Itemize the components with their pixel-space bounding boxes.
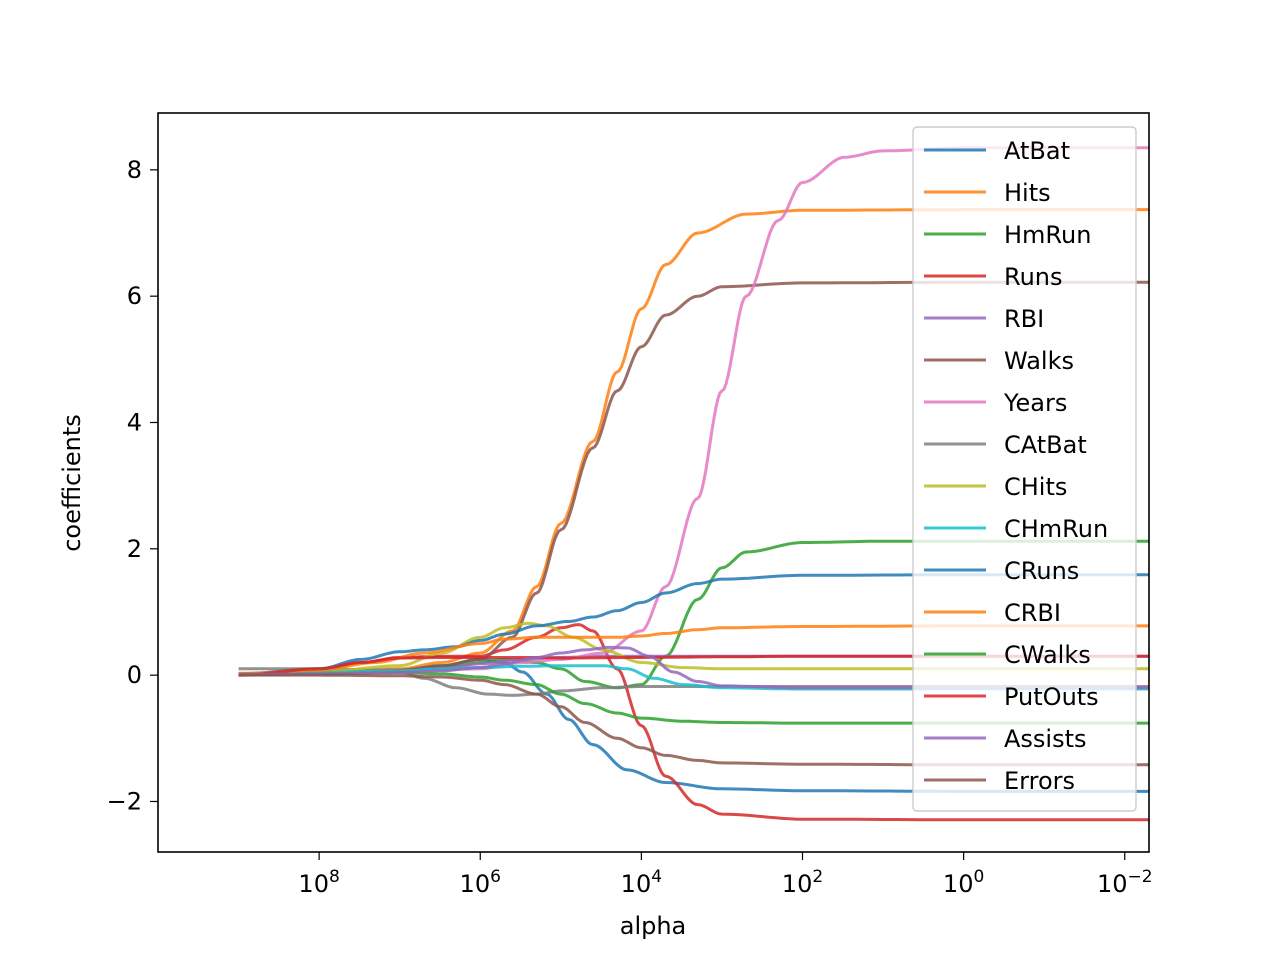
legend-label-cruns: CRuns	[1004, 557, 1079, 585]
x-tick-label: 100	[943, 867, 984, 898]
legend-label-assists: Assists	[1004, 725, 1087, 753]
legend-label-years: Years	[1003, 389, 1067, 417]
legend-label-walks: Walks	[1004, 347, 1074, 375]
series-line-cwalks	[238, 671, 1149, 725]
legend-label-runs: Runs	[1004, 263, 1063, 291]
y-tick-label: 8	[127, 156, 142, 184]
series-line-assists	[238, 645, 1149, 690]
y-tick-label: 4	[127, 408, 142, 436]
series-line-crbi	[238, 624, 1149, 676]
series-line-chits	[238, 621, 1149, 676]
x-tick-label: 108	[298, 867, 339, 898]
legend-label-chmrun: CHmRun	[1004, 515, 1108, 543]
legend-label-putouts: PutOuts	[1004, 683, 1099, 711]
legend-label-rbi: RBI	[1004, 305, 1044, 333]
x-axis: 108 106 104 102 100 10−2	[298, 852, 1153, 898]
legend: AtBat Hits HmRun Runs RBI Walks Years CAtBat CHi…	[912, 126, 1137, 812]
legend-label-chits: CHits	[1004, 473, 1067, 501]
legend-label-hmrun: HmRun	[1004, 221, 1091, 249]
y-axis: −2 0 2 4 6 8	[107, 156, 158, 815]
y-tick-label: 6	[127, 282, 142, 310]
x-tick-label: 106	[460, 867, 501, 898]
y-tick-label: −2	[107, 787, 142, 815]
series-lines	[238, 146, 1149, 822]
legend-label-catbat: CAtBat	[1004, 431, 1087, 459]
series-line-errors	[238, 673, 1149, 767]
x-tick-label: 10−2	[1097, 867, 1153, 898]
y-tick-label: 2	[127, 535, 142, 563]
legend-label-atbat: AtBat	[1004, 137, 1070, 165]
x-tick-label: 102	[782, 867, 823, 898]
legend-label-cwalks: CWalks	[1004, 641, 1091, 669]
y-tick-label: 0	[127, 661, 142, 689]
legend-label-crbi: CRBI	[1004, 599, 1061, 627]
series-line-putouts	[238, 654, 1149, 677]
legend-frame	[912, 126, 1137, 812]
x-axis-label: alpha	[620, 912, 687, 940]
legend-label-errors: Errors	[1004, 767, 1075, 795]
series-line-hits	[238, 208, 1149, 675]
legend-label-hits: Hits	[1004, 179, 1051, 207]
x-tick-label: 104	[621, 867, 662, 898]
y-axis-label: coefficients	[58, 414, 86, 552]
series-line-walks	[238, 280, 1149, 676]
series-line-cruns	[238, 573, 1149, 676]
plot-frame	[157, 112, 1150, 853]
